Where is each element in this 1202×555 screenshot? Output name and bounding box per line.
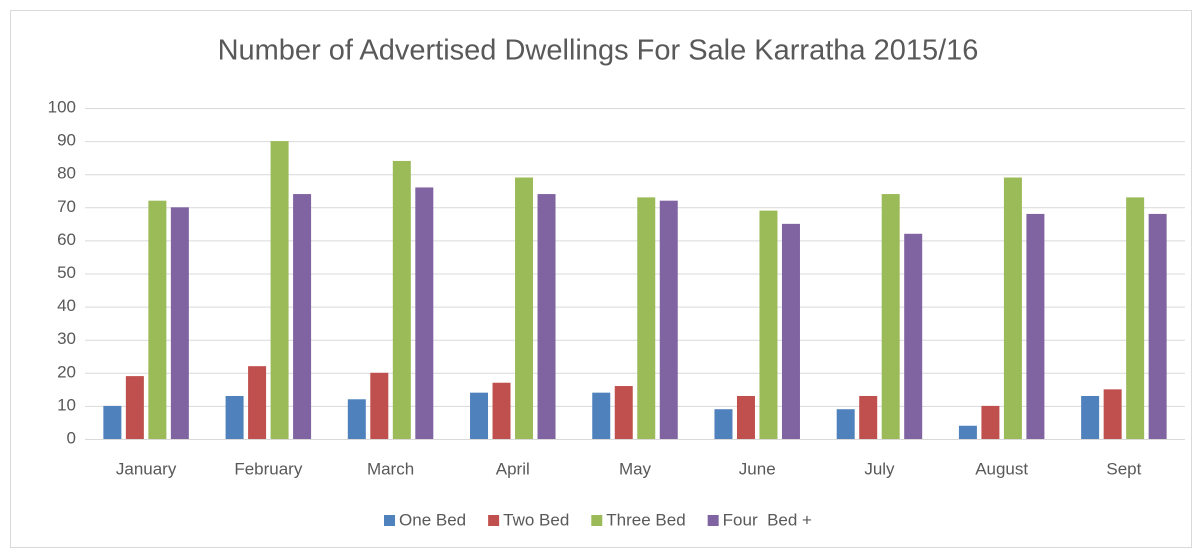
bar <box>537 194 556 439</box>
bar <box>592 392 611 439</box>
bar <box>293 194 312 439</box>
bar <box>1003 177 1022 439</box>
bar <box>125 376 144 439</box>
bar <box>759 210 778 439</box>
bar <box>981 405 1000 439</box>
chart-title: Number of Advertised Dwellings For Sale … <box>218 35 979 67</box>
legend-item: Four Bed + <box>707 510 812 529</box>
bar <box>1081 395 1100 439</box>
bar <box>1126 197 1145 439</box>
bar <box>1148 213 1167 439</box>
chart-border <box>10 10 1192 548</box>
y-tick-label: 80 <box>57 164 76 183</box>
bar <box>392 160 411 439</box>
y-tick-label: 50 <box>57 263 76 282</box>
x-tick-label: June <box>739 459 776 478</box>
bar <box>170 207 189 439</box>
bar <box>958 425 977 439</box>
bar <box>103 405 122 439</box>
x-tick-label: Sept <box>1106 459 1141 478</box>
bar <box>492 382 511 439</box>
bar <box>1103 389 1122 439</box>
bar <box>614 386 633 439</box>
bar <box>515 177 534 439</box>
x-tick-label: April <box>496 459 530 478</box>
legend-label: One Bed <box>399 510 466 529</box>
x-tick-label: May <box>619 459 652 478</box>
bar <box>637 197 656 439</box>
bar <box>148 200 167 439</box>
y-tick-label: 30 <box>57 329 76 348</box>
bar <box>470 392 489 439</box>
bar <box>714 409 733 439</box>
y-tick-label: 90 <box>57 131 76 150</box>
y-tick-label: 0 <box>67 428 76 447</box>
legend-item: One Bed <box>384 510 466 529</box>
bar <box>859 395 878 439</box>
bar <box>904 233 923 439</box>
bar <box>347 399 366 439</box>
bar <box>415 187 434 439</box>
legend-label: Four Bed + <box>723 510 812 529</box>
legend-item: Two Bed <box>488 510 569 529</box>
bar <box>881 194 900 439</box>
x-tick-label: July <box>864 459 895 478</box>
legend-swatch <box>488 515 500 526</box>
bar <box>659 200 678 439</box>
x-tick-label: August <box>975 459 1028 478</box>
legend-item: Three Bed <box>591 510 686 529</box>
y-tick-label: 70 <box>57 197 76 216</box>
bar <box>248 366 267 439</box>
bar <box>1026 213 1045 439</box>
bar <box>370 372 389 439</box>
bar <box>736 395 755 439</box>
x-tick-label: February <box>234 459 303 478</box>
y-tick-label: 20 <box>57 362 76 381</box>
legend-label: Three Bed <box>606 510 685 529</box>
y-tick-label: 10 <box>57 395 76 414</box>
y-tick-label: 100 <box>48 97 76 116</box>
y-tick-label: 60 <box>57 230 76 249</box>
x-tick-label: March <box>367 459 414 478</box>
x-tick-label: January <box>116 459 177 478</box>
bar <box>781 223 800 439</box>
bar <box>225 395 244 439</box>
bar <box>270 141 289 439</box>
legend-swatch <box>384 515 396 526</box>
legend-swatch <box>591 515 603 526</box>
y-tick-label: 40 <box>57 296 76 315</box>
legend-swatch <box>707 515 719 526</box>
bar <box>836 409 855 439</box>
legend-label: Two Bed <box>503 510 569 529</box>
